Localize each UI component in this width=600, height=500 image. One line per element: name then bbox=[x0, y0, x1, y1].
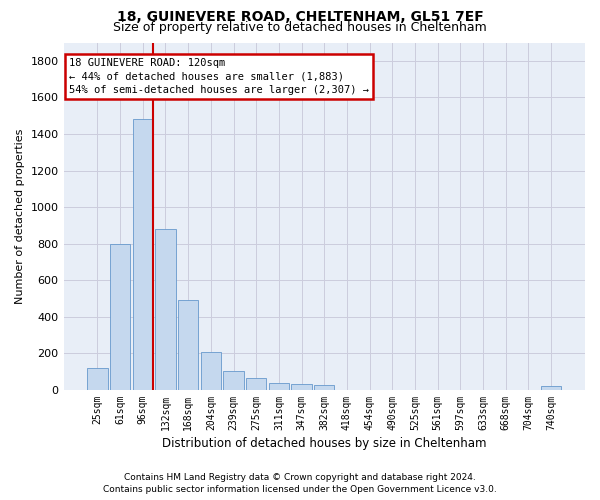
Bar bbox=[246, 378, 266, 390]
Bar bbox=[133, 120, 153, 390]
Bar bbox=[155, 229, 176, 390]
Bar bbox=[223, 370, 244, 390]
Text: Contains HM Land Registry data © Crown copyright and database right 2024.
Contai: Contains HM Land Registry data © Crown c… bbox=[103, 472, 497, 494]
Bar bbox=[87, 368, 107, 390]
Bar bbox=[541, 386, 561, 390]
Bar bbox=[178, 300, 199, 390]
Bar bbox=[269, 382, 289, 390]
Text: Size of property relative to detached houses in Cheltenham: Size of property relative to detached ho… bbox=[113, 21, 487, 34]
Bar bbox=[200, 352, 221, 390]
Text: 18, GUINEVERE ROAD, CHELTENHAM, GL51 7EF: 18, GUINEVERE ROAD, CHELTENHAM, GL51 7EF bbox=[116, 10, 484, 24]
Bar bbox=[110, 244, 130, 390]
Bar bbox=[314, 386, 334, 390]
Bar bbox=[292, 384, 312, 390]
Text: 18 GUINEVERE ROAD: 120sqm
← 44% of detached houses are smaller (1,883)
54% of se: 18 GUINEVERE ROAD: 120sqm ← 44% of detac… bbox=[69, 58, 369, 94]
X-axis label: Distribution of detached houses by size in Cheltenham: Distribution of detached houses by size … bbox=[162, 437, 487, 450]
Y-axis label: Number of detached properties: Number of detached properties bbox=[15, 128, 25, 304]
